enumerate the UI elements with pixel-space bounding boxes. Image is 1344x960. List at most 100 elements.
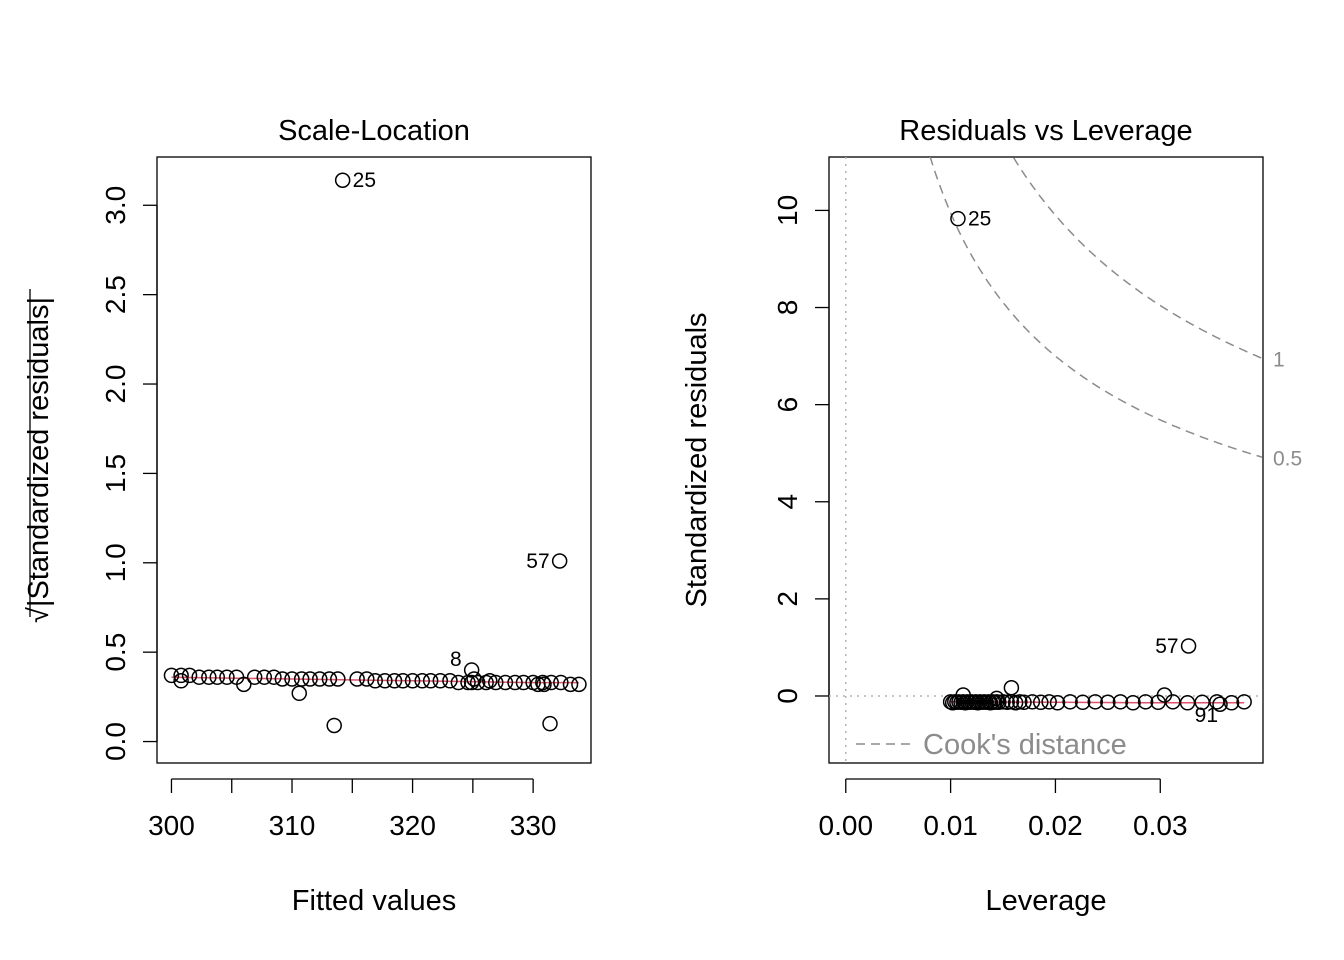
data-point bbox=[955, 687, 971, 703]
data-point bbox=[163, 667, 180, 684]
data-point bbox=[291, 685, 308, 702]
x-tick-label: 0.03 bbox=[1133, 810, 1188, 841]
data-point bbox=[571, 676, 587, 693]
residuals-vs-leverage-y-axis: 0 2 4 6 8 10 bbox=[772, 195, 830, 704]
data-point bbox=[536, 676, 552, 693]
residuals-vs-leverage-panel: Residuals vs Leverage 0.00 0.01 0.02 0.03 0… bbox=[681, 115, 1302, 917]
data-point bbox=[191, 669, 207, 685]
data-point bbox=[349, 671, 365, 687]
data-point bbox=[173, 667, 189, 684]
data-point bbox=[377, 673, 393, 689]
data-point bbox=[1003, 679, 1020, 696]
data-point bbox=[236, 676, 252, 693]
data-point bbox=[463, 674, 480, 691]
data-point bbox=[542, 715, 558, 732]
y-tick-label: 8 bbox=[772, 300, 803, 316]
x-tick-label: 0.01 bbox=[923, 810, 978, 841]
data-point bbox=[432, 673, 449, 689]
data-point bbox=[469, 674, 486, 691]
labeled-data-point bbox=[334, 172, 351, 188]
data-point bbox=[395, 673, 411, 689]
residuals-vs-leverage-plot-frame bbox=[828, 156, 1264, 764]
data-point bbox=[553, 674, 569, 691]
y-tick-label: 1.0 bbox=[100, 543, 131, 582]
residuals-vs-leverage-marks: 0.5 1 25 57 91 bbox=[829, 157, 1302, 763]
data-point bbox=[1041, 694, 1057, 710]
scale-location-marks: 25 57 8 bbox=[163, 169, 587, 734]
y-tick-label: 0.0 bbox=[100, 722, 131, 761]
data-point bbox=[488, 674, 504, 691]
data-point bbox=[326, 717, 342, 734]
data-point bbox=[442, 673, 458, 689]
scale-location-y-axis: 0.0 0.5 1.0 1.5 2.0 2.5 3.0 bbox=[100, 186, 158, 761]
data-point bbox=[1049, 695, 1066, 711]
labeled-data-point bbox=[1212, 696, 1228, 712]
data-point bbox=[1074, 694, 1091, 711]
data-point bbox=[530, 676, 546, 693]
labeled-data-point bbox=[551, 553, 568, 569]
point-label: 57 bbox=[1155, 635, 1178, 658]
scale-location-x-axis: 300 310 320 330 bbox=[148, 778, 557, 841]
labeled-data-point bbox=[463, 662, 480, 678]
scale-location-y-axis-title: √|Standardized residuals| bbox=[23, 297, 55, 623]
labeled-data-point bbox=[950, 210, 966, 227]
data-point bbox=[330, 671, 346, 687]
scale-location-title: Scale-Location bbox=[278, 115, 470, 147]
data-point bbox=[321, 671, 338, 687]
residuals-vs-leverage-title: Residuals vs Leverage bbox=[899, 115, 1192, 147]
data-point bbox=[173, 673, 189, 689]
y-tick-label: 2.0 bbox=[100, 365, 131, 404]
data-point bbox=[404, 673, 421, 689]
data-point bbox=[466, 671, 482, 687]
data-point bbox=[1024, 694, 1041, 710]
data-point bbox=[359, 671, 375, 687]
y-tick-label: 6 bbox=[772, 397, 803, 413]
data-point bbox=[266, 669, 282, 685]
data-point bbox=[312, 671, 328, 687]
cooks-distance-legend-label: Cook's distance bbox=[923, 729, 1127, 761]
data-point bbox=[1100, 694, 1116, 711]
data-point bbox=[1236, 694, 1252, 710]
y-tick-label: 0 bbox=[772, 688, 803, 704]
data-point bbox=[507, 674, 523, 691]
cooks-distance-legend: Cook's distance bbox=[856, 729, 1127, 761]
residuals-vs-leverage-x-axis: 0.00 0.01 0.02 0.03 bbox=[819, 778, 1188, 841]
labeled-data-point bbox=[1180, 638, 1197, 654]
data-point bbox=[256, 669, 273, 685]
x-tick-label: 300 bbox=[148, 810, 195, 841]
y-axis-title-text: |Standardized residuals| bbox=[23, 297, 55, 607]
data-point bbox=[1112, 694, 1129, 710]
point-label: 8 bbox=[450, 648, 462, 671]
cooks-distance-level-label: 1 bbox=[1273, 349, 1285, 372]
sqrt-symbol: √ bbox=[23, 607, 55, 623]
data-point bbox=[274, 671, 291, 687]
data-point bbox=[1125, 695, 1141, 711]
y-tick-label: 0.5 bbox=[100, 633, 131, 672]
data-point bbox=[481, 673, 498, 689]
residuals-vs-leverage-y-axis-title: Standardized residuals bbox=[681, 312, 713, 607]
data-point bbox=[1016, 694, 1032, 711]
x-tick-label: 0.02 bbox=[1028, 810, 1083, 841]
point-label: 25 bbox=[968, 208, 991, 231]
x-tick-label: 0.00 bbox=[819, 810, 874, 841]
point-label: 57 bbox=[526, 550, 549, 573]
data-point bbox=[219, 669, 235, 685]
x-tick-label: 330 bbox=[510, 810, 557, 841]
cooks-distance-level-label: 0.5 bbox=[1273, 447, 1302, 470]
data-point bbox=[201, 669, 217, 685]
data-point bbox=[414, 673, 430, 689]
y-tick-label: 2.5 bbox=[100, 275, 131, 314]
data-point bbox=[1223, 695, 1240, 711]
y-tick-label: 1.5 bbox=[100, 454, 131, 493]
data-point bbox=[302, 671, 318, 687]
scale-location-x-axis-title: Fitted values bbox=[292, 885, 456, 917]
data-point bbox=[1033, 694, 1049, 711]
point-label: 91 bbox=[1195, 704, 1218, 727]
point-label: 25 bbox=[353, 169, 376, 192]
residuals-vs-leverage-x-axis-title: Leverage bbox=[986, 885, 1107, 917]
data-point bbox=[562, 676, 579, 693]
y-tick-label: 3.0 bbox=[100, 186, 131, 225]
data-point bbox=[284, 671, 300, 687]
data-point bbox=[367, 673, 383, 689]
